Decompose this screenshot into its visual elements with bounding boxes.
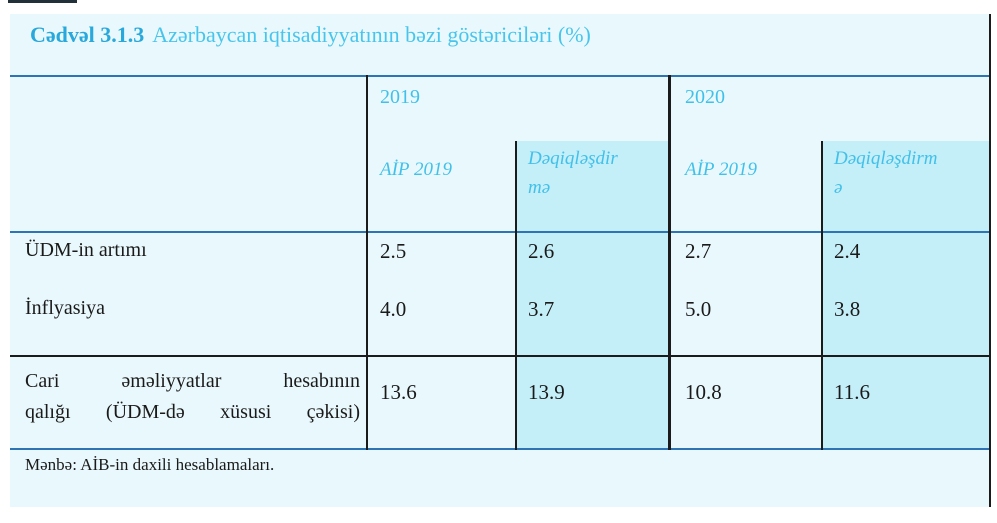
cell-udm-2020-aip: 2.7 xyxy=(685,239,712,263)
rule-above-current-account-row xyxy=(10,355,991,357)
cell-udm-2019-deq: 2.6 xyxy=(528,239,555,263)
table-title-text: Azərbaycan iqtisadiyyatının bəzi göstəri… xyxy=(152,22,591,47)
cell-inflyasiya-2019-aip: 4.0 xyxy=(380,297,407,321)
cell-cari-2019-aip: 13.6 xyxy=(380,380,417,404)
cell-inflyasiya-2020-aip: 5.0 xyxy=(685,297,712,321)
highlight-column-2020-deqiqlesdirme xyxy=(821,141,989,450)
header-year-2019: 2019 xyxy=(380,86,420,108)
cell-cari-2019-deq: 13.9 xyxy=(528,380,565,404)
cropped-content-fragment xyxy=(8,0,77,3)
rule-year-group-split xyxy=(668,75,671,450)
rule-right-border xyxy=(989,14,991,507)
row-label-cari-emeliyyatlar: Cari əməliyyatlar hesabının qalığı (ÜDM-… xyxy=(25,370,360,423)
rule-below-header xyxy=(10,231,991,233)
cell-cari-2020-deq: 11.6 xyxy=(834,380,870,404)
header-2020-aip: AİP 2019 xyxy=(685,159,757,180)
cell-udm-2019-aip: 2.5 xyxy=(380,239,407,263)
header-year-2020: 2020 xyxy=(685,86,725,108)
highlight-column-2019-deqiqlesdirme xyxy=(515,141,670,450)
cell-udm-2020-deq: 2.4 xyxy=(834,239,861,263)
rule-above-source xyxy=(10,448,991,450)
header-2019-aip: AİP 2019 xyxy=(380,159,452,180)
table-number: Cədvəl 3.1.3 xyxy=(30,22,145,47)
row-label-udm-artimi: ÜDM-in artımı xyxy=(25,239,147,261)
source-note: Mənbə: AİB-in daxili hesablamaları. xyxy=(25,455,275,474)
rule-below-title xyxy=(10,75,991,77)
row-label-inflyasiya: İnflyasiya xyxy=(25,297,105,319)
cell-inflyasiya-2020-deq: 3.8 xyxy=(834,297,861,321)
cell-inflyasiya-2019-deq: 3.7 xyxy=(528,297,555,321)
rule-2020-subsplit xyxy=(821,141,823,450)
cell-cari-2020-aip: 10.8 xyxy=(685,380,722,404)
rule-col-label-right xyxy=(366,75,368,450)
table-title: Cədvəl 3.1.3 Azərbaycan iqtisadiyyatının … xyxy=(30,22,591,48)
header-2019-deqiqlesdirme: Dəqiqləşdir mə xyxy=(528,148,618,198)
rule-2019-subsplit xyxy=(515,141,517,450)
header-2020-deqiqlesdirme: Dəqiqləşdirm ə xyxy=(834,148,938,198)
